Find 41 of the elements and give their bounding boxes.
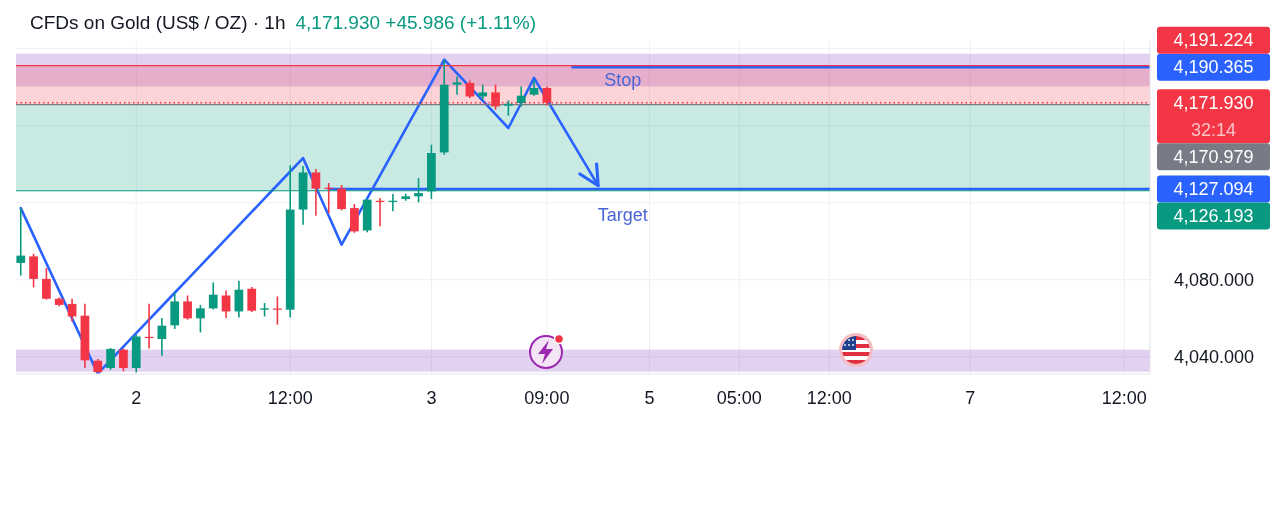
candlestick [350, 203, 359, 234]
candlestick [157, 317, 167, 357]
candlestick [337, 184, 346, 212]
ref-line-label: 4,191.224 [1173, 30, 1254, 51]
candlestick [208, 281, 218, 311]
candlestick [29, 252, 38, 289]
candlestick [106, 347, 115, 371]
y-tick-label: 4,080.000 [1173, 269, 1255, 290]
candlestick [221, 289, 231, 319]
ref-line-label: 4,171.930 32:14 [1173, 92, 1254, 140]
band-label: Stop [604, 69, 642, 90]
x-tick-label: 05:00 [716, 388, 762, 408]
candlestick [478, 83, 488, 101]
band-label: Target [597, 204, 648, 225]
candlestick [170, 292, 180, 330]
x-tick-label: 12:00 [806, 388, 852, 408]
chart-subtitle: 4,171.930 +45.986 (+1.11%) [295, 11, 537, 35]
data-label: 4,190.365 [1173, 57, 1254, 78]
candlestick [183, 294, 192, 321]
x-tick-label: 3 [426, 388, 437, 408]
candlestick [273, 295, 282, 326]
candlestick [196, 304, 205, 334]
x-tick-label: 7 [965, 388, 976, 408]
candlestick [452, 75, 462, 96]
candlestick [42, 267, 51, 301]
x-tick-label: 5 [644, 388, 655, 408]
x-tick-label: 12:00 [1101, 388, 1147, 408]
ref-line-label: 4,126.193 [1173, 206, 1254, 227]
ref-line-label: 4,170.979 [1173, 146, 1254, 167]
candlestick [516, 85, 526, 108]
x-tick-label: 09:00 [524, 388, 570, 408]
x-tick-label: 12:00 [267, 388, 313, 408]
candlestick [16, 207, 26, 277]
candlestick [324, 182, 334, 214]
x-tick-label: 2 [131, 388, 142, 408]
candlestick [247, 286, 257, 313]
candlestick [311, 168, 321, 217]
y-tick-label: 4,040.000 [1173, 346, 1255, 367]
chart-title: CFDs on Gold (US$ / OZ) · 1h [30, 11, 286, 35]
data-label: 4,127.094 [1173, 179, 1254, 200]
candlestick [119, 347, 128, 373]
